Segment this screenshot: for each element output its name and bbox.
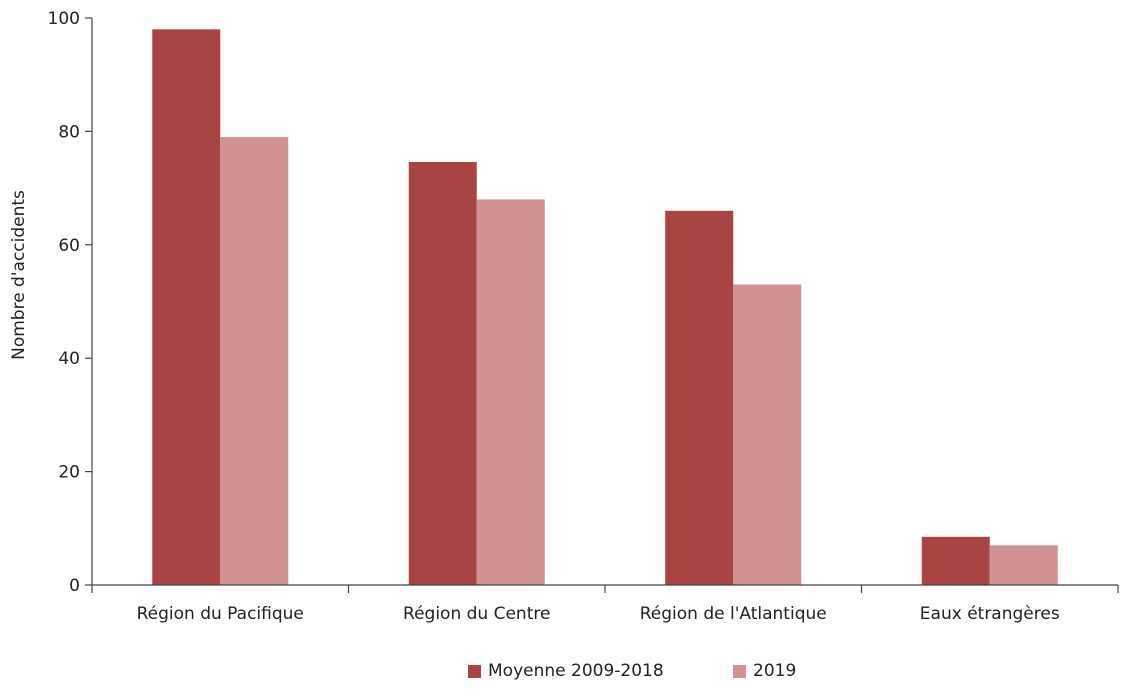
x-tick-label: Région du Centre <box>403 604 550 624</box>
y-tick-label: 20 <box>58 463 80 483</box>
legend-label: 2019 <box>753 661 796 681</box>
bars-group <box>152 29 1058 585</box>
bar <box>476 199 545 585</box>
x-tick-label: Région du Pacifique <box>137 604 304 624</box>
bar <box>152 29 221 585</box>
legend-swatch <box>468 665 481 678</box>
y-tick-label: 60 <box>58 236 80 256</box>
legend-label: Moyenne 2009-2018 <box>488 661 664 681</box>
bar <box>220 137 289 585</box>
x-tick-label: Région de l'Atlantique <box>640 604 827 624</box>
bar <box>733 284 802 585</box>
bar <box>921 536 990 585</box>
y-tick-label: 100 <box>48 9 80 29</box>
bar <box>989 545 1058 585</box>
bar <box>665 210 734 585</box>
legend: Moyenne 2009-2018 2019 <box>468 661 796 681</box>
x-axis: Région du Pacifique Région du Centre Régio… <box>91 584 1119 624</box>
y-tick-label: 80 <box>58 122 80 142</box>
y-tick-label: 40 <box>58 349 80 369</box>
bar <box>408 162 477 585</box>
x-tick-label: Eaux étrangères <box>920 604 1060 624</box>
y-axis-title: Nombre d'accidents <box>9 190 29 360</box>
y-tick-label: 0 <box>69 576 80 596</box>
legend-swatch <box>733 665 746 678</box>
y-axis: 0 20 40 60 80 100 <box>48 9 93 596</box>
